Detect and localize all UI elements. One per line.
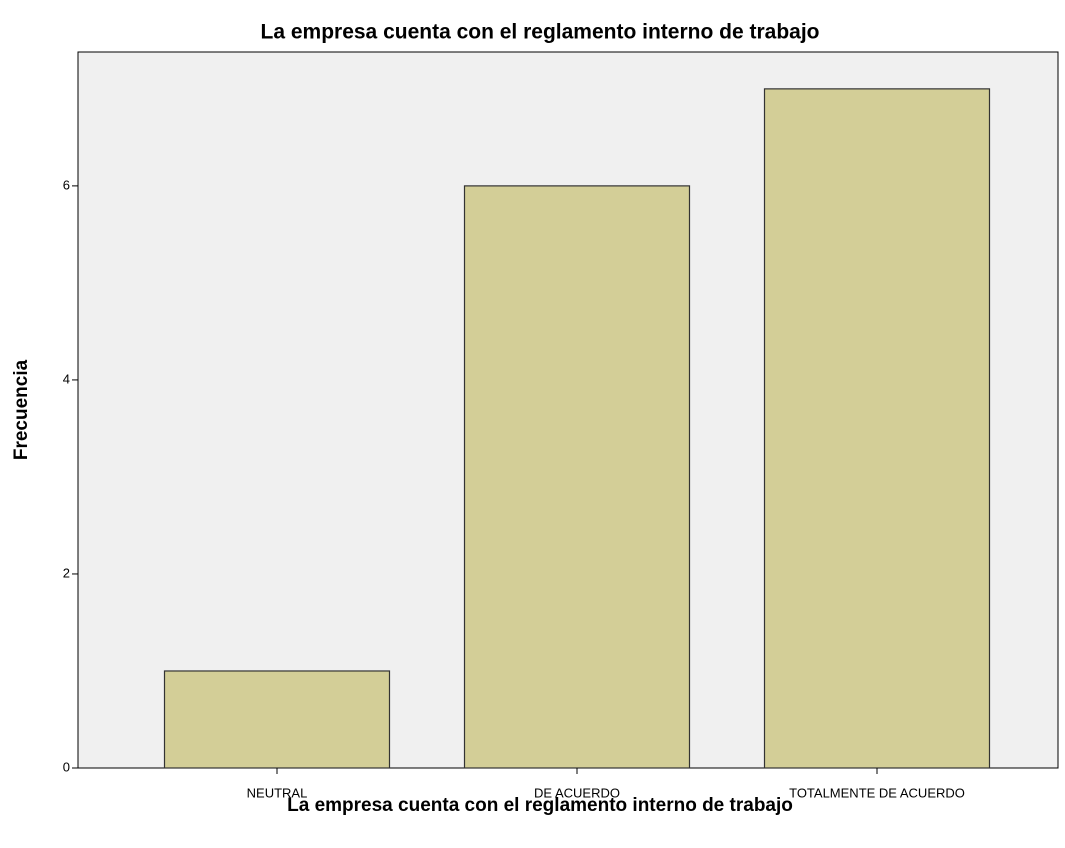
- bar: [763, 88, 991, 769]
- y-tick-label: 4: [63, 371, 70, 386]
- x-tick-label: TOTALMENTE DE ACUERDO: [789, 785, 965, 800]
- y-tick-label: 6: [63, 177, 70, 192]
- y-tick-label: 0: [63, 759, 70, 774]
- bar: [163, 670, 391, 769]
- x-tick-label: NEUTRAL: [247, 785, 308, 800]
- y-tick-label: 2: [63, 565, 70, 580]
- chart-title: La empresa cuenta con el reglamento inte…: [261, 21, 820, 44]
- bar: [463, 185, 691, 769]
- y-axis-title: Frecuencia: [11, 359, 32, 460]
- x-tick-label: DE ACUERDO: [534, 785, 620, 800]
- x-axis-title: La empresa cuenta con el reglamento inte…: [287, 795, 793, 816]
